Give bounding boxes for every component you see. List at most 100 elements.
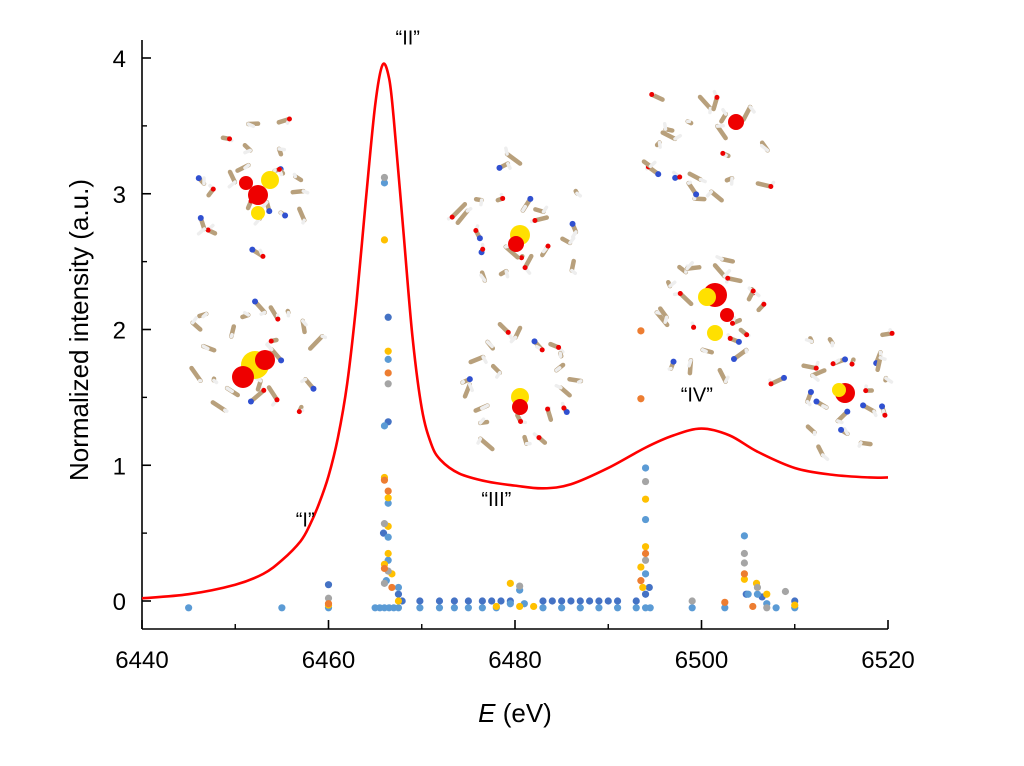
x-axis-label: E (eV)	[478, 698, 552, 728]
scatter-point	[637, 327, 644, 334]
y-tick-label: 0	[113, 589, 126, 616]
molecule-orbital-image	[769, 330, 895, 459]
y-tick-label: 4	[113, 46, 126, 73]
scatter-point	[791, 601, 798, 608]
scatter-point	[436, 604, 443, 611]
scatter-point	[754, 591, 761, 598]
scatter-point	[385, 314, 392, 321]
scatter-point	[642, 516, 649, 523]
scatter-point	[745, 591, 752, 598]
scatter-point	[595, 597, 602, 604]
scatter-point	[642, 543, 649, 550]
scatter-point	[754, 584, 761, 591]
molecule-orbital-image	[192, 299, 326, 415]
scatter-point	[385, 369, 392, 376]
y-axis-label: Normalized intensity (a.u.)	[64, 179, 94, 481]
scatter-point	[416, 604, 423, 611]
scatter-point	[539, 597, 546, 604]
scatter-point	[721, 599, 728, 606]
y-tick-label: 1	[113, 453, 126, 480]
x-tick-label: 6440	[115, 647, 168, 674]
scatter-point	[549, 597, 556, 604]
scatter-point	[381, 236, 388, 243]
scatter-point	[689, 604, 696, 611]
scatter-point	[479, 604, 486, 611]
scatter-point	[395, 604, 402, 611]
scatter-point	[642, 496, 649, 503]
scatter-point	[493, 603, 500, 610]
scatter-point	[530, 603, 537, 610]
scatter-point	[507, 600, 514, 607]
scatter-point	[639, 584, 646, 591]
peak-label: “II”	[396, 27, 420, 49]
y-tick-label: 3	[113, 182, 126, 209]
scatter-point	[381, 422, 388, 429]
scatter-point	[577, 604, 584, 611]
scatter-point	[773, 604, 780, 611]
scatter-point	[451, 604, 458, 611]
scatter-point	[741, 570, 748, 577]
scatter-point	[381, 174, 388, 181]
scatter-point	[642, 464, 649, 471]
scatter-point	[465, 604, 472, 611]
scatter-point	[381, 520, 388, 527]
scatter-point	[381, 580, 388, 587]
scatter-point	[605, 597, 612, 604]
scatter-point	[741, 559, 748, 566]
scatter-point	[633, 604, 640, 611]
scatter-point	[385, 494, 392, 501]
peak-label: “III”	[481, 489, 511, 511]
scatter-point	[385, 550, 392, 557]
scatter-point	[567, 597, 574, 604]
scatter-point	[749, 603, 756, 610]
scatter-point	[185, 604, 192, 611]
scatter-point	[385, 380, 392, 387]
scatter-point	[637, 577, 644, 584]
scatter-point	[741, 532, 748, 539]
scatter-point	[516, 582, 523, 589]
peak-label: “I”	[296, 509, 315, 531]
y-tick-label: 2	[113, 318, 126, 345]
scatter-point	[451, 597, 458, 604]
scatter-point	[642, 591, 649, 598]
scatter-point	[763, 604, 770, 611]
scatter-point	[642, 557, 649, 564]
x-tick-label: 6460	[302, 647, 355, 674]
scatter-point	[325, 581, 332, 588]
scatter-point	[488, 597, 495, 604]
scatter-point	[385, 534, 392, 541]
peak-label: “IV”	[681, 384, 713, 406]
scatter-point	[395, 584, 402, 591]
molecule-insets	[192, 92, 895, 460]
scatter-point	[479, 597, 486, 604]
x-tick-label: 6480	[488, 647, 541, 674]
scatter-point	[385, 348, 392, 355]
scatter-point	[595, 604, 602, 611]
scatter-point	[689, 597, 696, 604]
scatter-point	[646, 584, 653, 591]
molecule-orbital-image	[463, 324, 581, 449]
molecule-orbital-image	[644, 92, 774, 201]
scatter-point	[741, 550, 748, 557]
scatter-point	[388, 584, 395, 591]
scatter-series-2	[325, 236, 798, 610]
scatter-point	[558, 597, 565, 604]
scatter-point	[577, 597, 584, 604]
scatter-point	[436, 597, 443, 604]
scatter-point	[385, 487, 392, 494]
scatter-point	[381, 565, 388, 572]
scatter-series-3	[325, 174, 789, 612]
scatter-point	[395, 597, 402, 604]
spectrum-curve	[142, 64, 888, 599]
scatter-point	[558, 604, 565, 611]
scatter-point	[325, 600, 332, 607]
scatter-point	[642, 570, 649, 577]
scatter-point	[642, 604, 649, 611]
scatter-point	[614, 604, 621, 611]
scatter-point	[633, 597, 640, 604]
scatter-point	[465, 597, 472, 604]
scatter-point	[497, 597, 504, 604]
scatter-point	[763, 591, 770, 598]
